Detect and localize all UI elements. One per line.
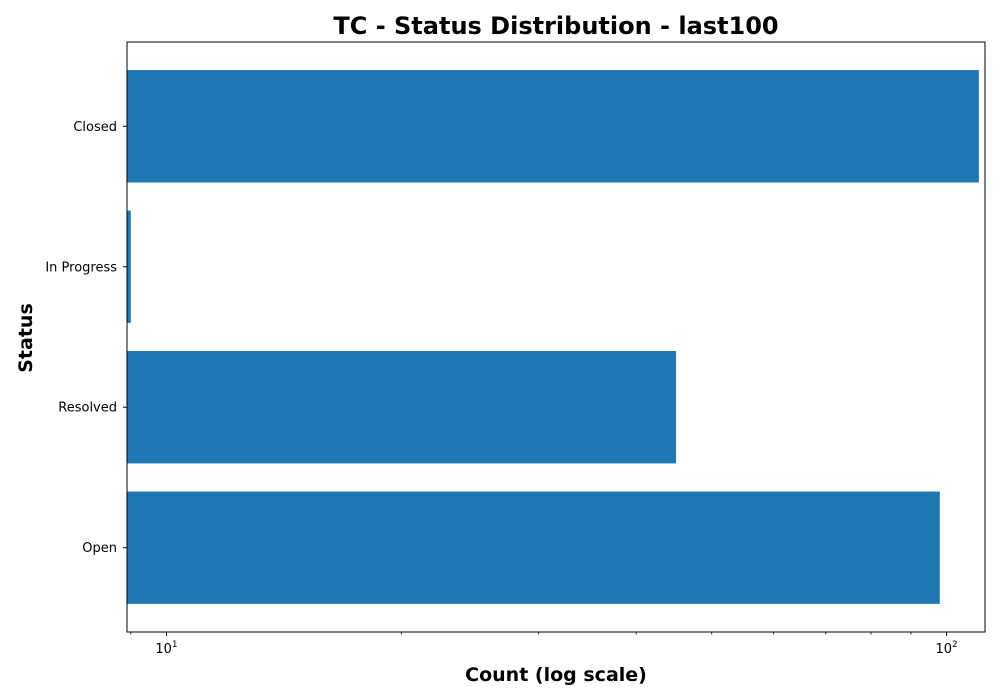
y-tick-label-in-progress: In Progress xyxy=(45,260,117,275)
bar-open xyxy=(127,491,940,604)
x-tick-label-100: 102 xyxy=(935,640,957,657)
bar-closed xyxy=(127,70,979,183)
y-tick-label-closed: Closed xyxy=(73,120,117,135)
x-axis-label: Count (log scale) xyxy=(465,664,647,686)
chart-title: TC - Status Distribution - last100 xyxy=(333,12,778,40)
bar-resolved xyxy=(127,351,677,464)
y-axis-label: Status xyxy=(15,303,37,373)
plot-area: Closed In Progress Resolved Open 101 102 xyxy=(45,41,986,657)
bar-in-progress xyxy=(127,210,131,323)
x-tick-label-10: 101 xyxy=(155,640,177,657)
y-tick-label-open: Open xyxy=(82,541,117,556)
plot-frame xyxy=(126,41,986,633)
y-tick-label-resolved: Resolved xyxy=(58,401,117,416)
